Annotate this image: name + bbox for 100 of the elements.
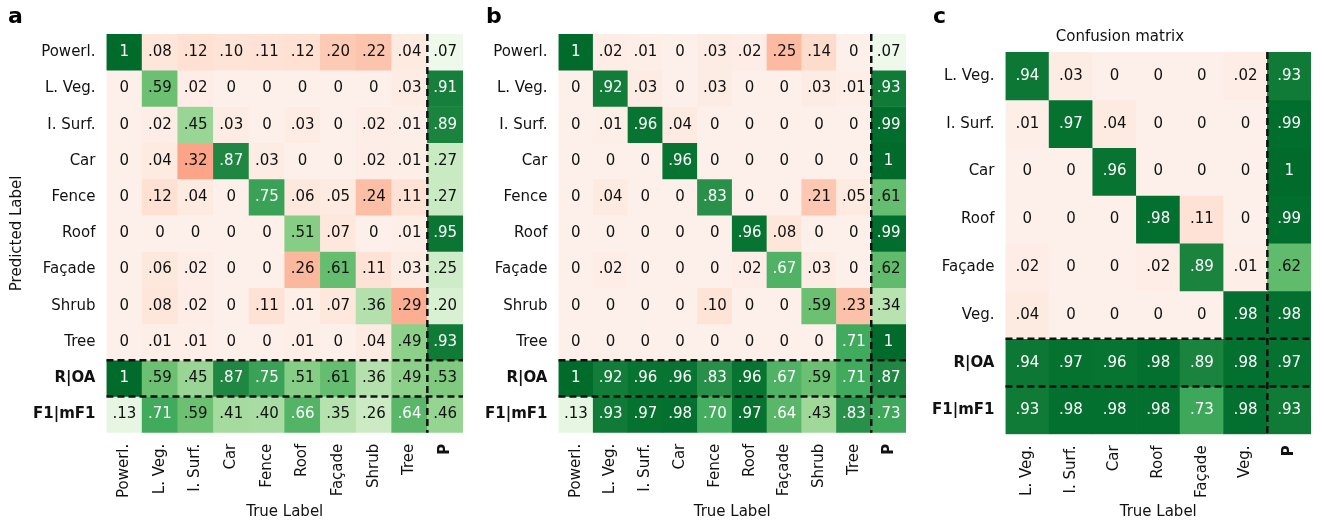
y-tick-label: L. Veg. xyxy=(44,78,96,97)
y-tick-label: Façade xyxy=(42,259,96,278)
data-label: 0 xyxy=(779,295,790,314)
chart-title: c xyxy=(933,2,947,28)
y-tick-label: I. Surf. xyxy=(499,114,548,133)
x-tick-label: P xyxy=(1279,445,1298,457)
data-label: 0 xyxy=(226,259,237,278)
x-tick-label: Car xyxy=(1104,444,1123,472)
x-tick-label: Car xyxy=(670,442,688,470)
x-tick-label: L. Veg. xyxy=(1017,445,1036,496)
data-label: .83 xyxy=(702,187,727,205)
data-label: .10 xyxy=(702,295,727,314)
data-label: .93 xyxy=(1277,65,1302,84)
data-label: .46 xyxy=(433,404,458,423)
data-label: 0 xyxy=(1240,209,1251,228)
data-label: .98 xyxy=(1277,304,1302,323)
data-label: .96 xyxy=(633,114,658,133)
x-tick-label: Car xyxy=(221,442,240,470)
data-label: .83 xyxy=(702,368,727,387)
y-tick-label: Tree xyxy=(63,331,96,350)
data-label: 0 xyxy=(119,187,130,205)
data-label: .40 xyxy=(254,404,279,423)
data-label: 0 xyxy=(226,187,237,205)
data-label: 0 xyxy=(190,223,201,242)
data-label: .51 xyxy=(290,223,315,242)
y-tick-label: Powerl. xyxy=(41,42,96,61)
data-label: .07 xyxy=(326,223,351,242)
data-label: 0 xyxy=(1109,304,1120,323)
data-label: 0 xyxy=(675,331,685,350)
data-label: .87 xyxy=(219,368,244,387)
y-tick-label: I. Surf. xyxy=(946,113,995,132)
y-tick-label: R|OA xyxy=(54,368,96,388)
x-tick-label: I. Surf. xyxy=(1060,445,1079,494)
data-label: 0 xyxy=(119,295,130,314)
data-label: .04 xyxy=(1102,113,1127,132)
data-label: .01 xyxy=(1233,256,1258,275)
data-label: 0 xyxy=(262,331,272,350)
data-label: 1 xyxy=(883,150,894,169)
data-label: 0 xyxy=(1022,161,1033,180)
data-label: .70 xyxy=(702,404,727,423)
data-label: 0 xyxy=(640,150,651,169)
data-label: 0 xyxy=(571,187,581,205)
data-label: 0 xyxy=(675,78,685,97)
data-label: .13 xyxy=(112,404,137,423)
data-label: 0 xyxy=(779,150,790,169)
data-label: .96 xyxy=(737,223,762,242)
data-label: 0 xyxy=(779,331,790,350)
data-label: .96 xyxy=(737,368,762,387)
y-tick-label: Roof xyxy=(62,223,97,242)
x-tick-label: Façade xyxy=(774,443,793,497)
data-label: .08 xyxy=(148,42,172,61)
data-label: .03 xyxy=(397,78,422,97)
data-label: .02 xyxy=(1233,65,1258,84)
data-label: .64 xyxy=(397,404,422,423)
data-label: 0 xyxy=(333,150,343,169)
data-label: .02 xyxy=(183,295,208,314)
data-label: 0 xyxy=(744,187,755,205)
data-label: .04 xyxy=(148,150,172,169)
data-label: .36 xyxy=(361,368,386,387)
data-label: 0 xyxy=(675,223,685,242)
data-label: 0 xyxy=(605,331,616,350)
data-label: 0 xyxy=(1197,161,1207,180)
data-label: 0 xyxy=(1109,209,1120,228)
data-label: .07 xyxy=(433,42,458,61)
data-label: 0 xyxy=(710,259,720,278)
data-label: 0 xyxy=(571,78,581,97)
data-label: .96 xyxy=(1102,352,1127,371)
data-label: .59 xyxy=(148,368,172,387)
data-label: .03 xyxy=(1059,65,1083,84)
x-tick-label: Roof xyxy=(1148,444,1167,479)
data-label: 0 xyxy=(297,78,308,97)
y-tick-label: Car xyxy=(968,161,996,180)
x-tick-label: I. Surf. xyxy=(635,443,654,492)
data-label: .98 xyxy=(1059,400,1083,419)
data-label: .93 xyxy=(1277,400,1302,419)
x-tick-label: Fence xyxy=(256,443,275,488)
y-tick-label: R|OA xyxy=(953,352,995,372)
x-tick-label: Roof xyxy=(292,443,311,478)
y-tick-label: Shrub xyxy=(503,295,548,314)
data-label: 0 xyxy=(710,331,720,350)
data-label: 1 xyxy=(1284,161,1294,180)
data-label: 0 xyxy=(571,223,581,242)
y-tick-label: I. Surf. xyxy=(47,114,96,133)
data-label: 0 xyxy=(814,150,824,169)
data-label: 0 xyxy=(744,331,755,350)
x-tick-label: P xyxy=(435,443,454,455)
x-tick-label: I. Surf. xyxy=(185,443,204,492)
data-label: .02 xyxy=(737,259,762,278)
data-label: .02 xyxy=(361,114,386,133)
y-tick-label: Powerl. xyxy=(493,42,548,61)
data-label: .26 xyxy=(361,404,386,423)
data-label: .25 xyxy=(772,42,797,61)
data-label: 0 xyxy=(710,150,720,169)
data-label: 0 xyxy=(849,150,859,169)
data-label: 0 xyxy=(1153,65,1164,84)
data-label: .01 xyxy=(290,295,315,314)
data-label: .73 xyxy=(1189,400,1214,419)
data-label: .08 xyxy=(148,295,172,314)
data-label: .02 xyxy=(737,42,762,61)
data-label: 0 xyxy=(155,223,165,242)
